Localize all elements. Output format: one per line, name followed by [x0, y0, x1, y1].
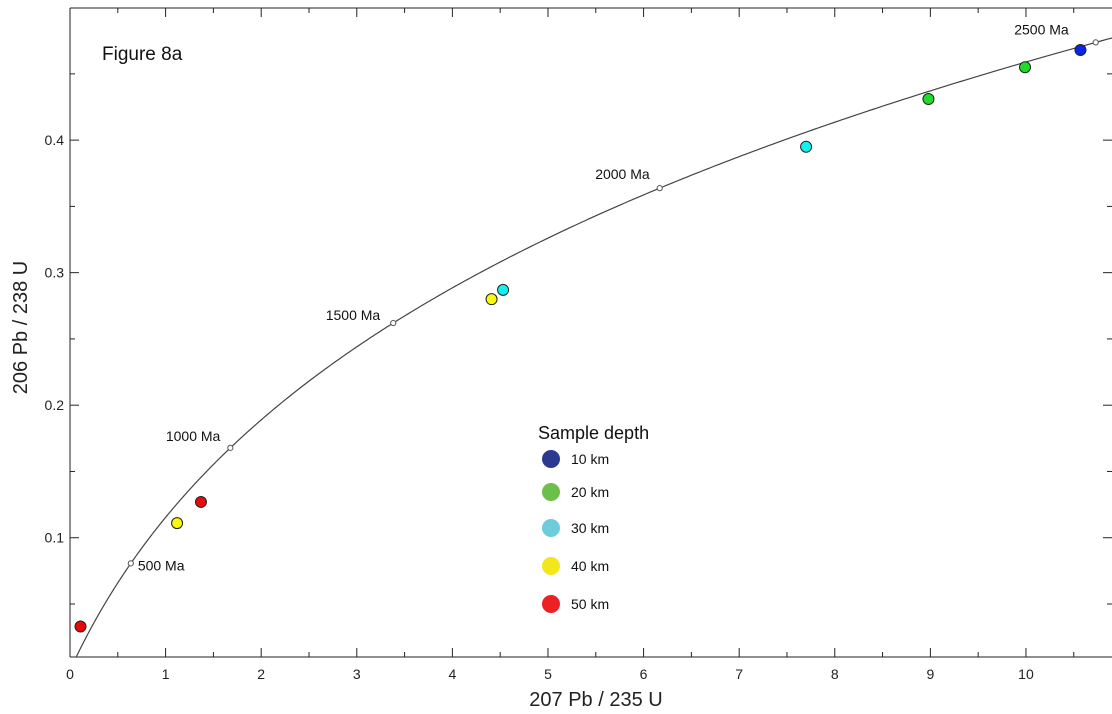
x-tick-label: 1 — [162, 666, 170, 682]
age-label: 500 Ma — [138, 557, 185, 573]
age-marker — [227, 444, 234, 451]
legend-label: 40 km — [571, 558, 609, 574]
x-axis-title: 207 Pb / 235 U — [529, 689, 662, 711]
legend-swatch — [542, 450, 560, 468]
x-tick-label: 0 — [66, 666, 74, 682]
data-point — [74, 620, 87, 633]
x-tick-label: 10 — [1018, 666, 1034, 682]
legend-label: 30 km — [571, 520, 609, 536]
data-point — [485, 293, 498, 306]
x-tick-label: 5 — [544, 666, 552, 682]
x-tick-label: 3 — [353, 666, 361, 682]
legend-label: 10 km — [571, 451, 609, 467]
x-tick-label: 7 — [735, 666, 743, 682]
concordia-curve-layer: 500 Ma 1000 Ma 1500 Ma 2000 Ma 2500 Ma — [75, 21, 1112, 657]
age-label: 2000 Ma — [595, 166, 650, 182]
data-point — [171, 517, 184, 530]
plot-axes: 0 1 2 3 4 5 6 7 8 9 10 0.1 0.2 0.3 0.4 207 Pb / 235 U 20… — [10, 7, 1112, 711]
x-tick-label: 2 — [257, 666, 265, 682]
data-point — [800, 140, 813, 153]
figure-title: Figure 8a — [102, 44, 183, 65]
age-label: 2500 Ma — [1014, 21, 1069, 37]
age-marker — [1092, 39, 1099, 46]
x-tick-label: 4 — [448, 666, 456, 682]
data-point — [922, 93, 935, 106]
age-marker — [390, 319, 397, 327]
y-tick-label: 0.2 — [45, 397, 65, 413]
legend-swatch — [542, 483, 560, 501]
data-point — [1019, 61, 1032, 74]
age-label: 1500 Ma — [326, 307, 381, 323]
data-point — [194, 495, 207, 508]
age-marker — [127, 560, 134, 567]
x-tick-label: 9 — [926, 666, 934, 682]
legend-swatch — [542, 557, 560, 575]
data-points — [74, 44, 1087, 633]
legend-swatch — [542, 595, 560, 613]
x-tick-label: 8 — [831, 666, 839, 682]
concordia-curve — [75, 37, 1112, 657]
y-axis-title: 206 Pb / 238 U — [10, 261, 32, 394]
data-point — [1074, 44, 1087, 57]
data-point — [497, 283, 510, 296]
legend-label: 50 km — [571, 596, 609, 612]
y-tick-label: 0.1 — [45, 530, 65, 546]
y-tick-label: 0.3 — [45, 265, 65, 281]
legend-title: Sample depth — [538, 423, 649, 443]
x-tick-label: 6 — [640, 666, 648, 682]
legend-swatch — [542, 519, 560, 537]
legend-label: 20 km — [571, 484, 609, 500]
age-marker — [656, 185, 663, 192]
legend: Sample depth 10 km 20 km 30 km 40 km 50 km — [538, 423, 649, 613]
y-tick-label: 0.4 — [45, 132, 65, 148]
age-label: 1000 Ma — [166, 428, 221, 444]
